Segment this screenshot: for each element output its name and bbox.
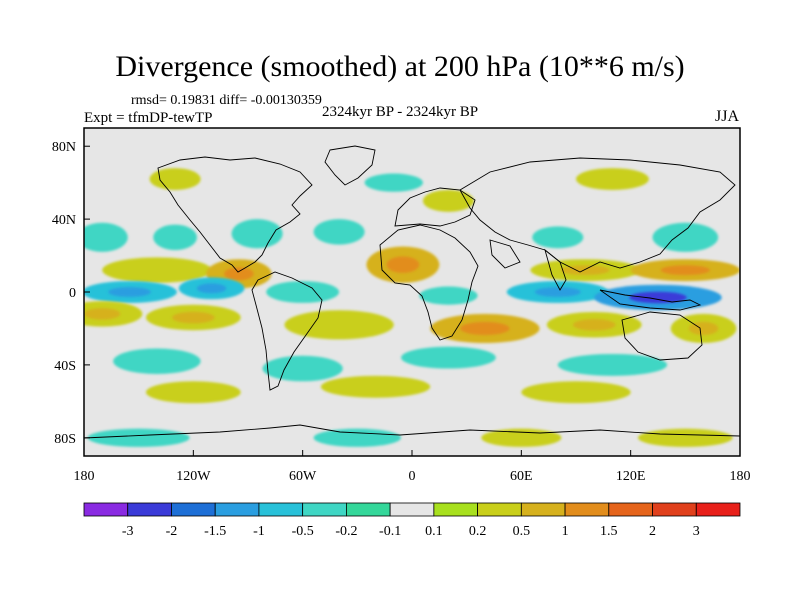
axes: 180 120W 60W 0 60E 120E 180 80N 40N 0 40S 80S: [52, 140, 751, 484]
field-blob: [320, 375, 431, 398]
field-blob-core: [534, 287, 581, 297]
colorbar-label: -0.2: [335, 524, 357, 539]
colorbar-label: 3: [693, 524, 700, 539]
chart-title: Divergence (smoothed) at 200 hPa (10**6 …: [115, 50, 685, 83]
colorbar-label: 0.5: [513, 524, 531, 539]
colorbar-swatch: [214, 502, 260, 517]
colorbar-label: 1.5: [600, 524, 618, 539]
coast-africa: [379, 224, 479, 341]
x-tick-label: 60E: [510, 469, 533, 484]
field-blob: [87, 428, 190, 447]
x-tick-label: 120E: [616, 469, 646, 484]
field-blob-core: [84, 308, 121, 320]
coast-arabia: [489, 239, 521, 269]
colorbar-swatch: [652, 502, 697, 517]
colorbar-label: 1: [562, 524, 569, 539]
colorbar-swatch: [433, 502, 479, 517]
colorbar-swatch: [127, 502, 172, 517]
y-tick-label: 40S: [54, 359, 76, 374]
field-blob: [149, 168, 201, 190]
field-blob: [521, 381, 631, 404]
x-tick-label: 0: [409, 469, 416, 484]
y-tick-label: 40N: [52, 213, 76, 228]
field-blob-core: [196, 283, 227, 294]
field-blob-core: [660, 265, 710, 276]
coast-europe: [394, 187, 476, 227]
colorbar-label: -0.5: [292, 524, 314, 539]
x-tick-label: 60W: [289, 469, 317, 484]
period-label: 2324kyr BP - 2324kyr BP: [322, 104, 479, 120]
field-blob: [284, 310, 394, 340]
field-blob: [652, 222, 719, 252]
colorbar-swatch: [345, 502, 391, 517]
field-blob-core: [572, 319, 616, 331]
field-blob: [532, 226, 584, 249]
field-blob-core: [172, 311, 215, 324]
coast-north-america: [157, 156, 313, 273]
field-blob: [231, 219, 283, 249]
field-blob-core: [108, 287, 151, 297]
field-blob: [262, 355, 343, 382]
field-blob-core: [386, 256, 420, 273]
x-tick-label: 180: [730, 469, 751, 484]
coast-antarctica: [84, 424, 740, 439]
field-blob-core: [224, 267, 254, 281]
coast-greenland: [324, 145, 376, 186]
rmsd-label: rmsd= 0.19831 diff= -0.00130359: [131, 93, 322, 108]
field-blob: [637, 428, 733, 447]
y-tick-label: 80S: [54, 432, 76, 447]
coast-indonesia: [599, 289, 702, 311]
colorbar-label: -2: [166, 524, 178, 539]
colorbar-swatch: [564, 502, 610, 517]
field-blob: [364, 173, 423, 192]
colorbar-swatch: [520, 502, 566, 517]
field-blob: [266, 281, 340, 303]
field-blob: [422, 189, 474, 212]
field-blob-core: [460, 321, 510, 336]
field-blob: [84, 222, 128, 252]
field-blob: [153, 224, 197, 251]
field-blob: [113, 348, 201, 374]
colorbar-swatch: [83, 502, 129, 517]
experiment-label: Expt = tfmDP-tewTP: [84, 110, 213, 126]
field-blob: [401, 346, 496, 369]
colorbar-label: -3: [122, 524, 134, 539]
field-blob: [419, 286, 478, 305]
field-blob-core: [560, 265, 610, 276]
colorbar-swatch: [171, 502, 216, 517]
x-tick-label: 120W: [176, 469, 211, 484]
colorbar-swatch: [389, 502, 435, 517]
colorbar-swatch: [258, 502, 304, 517]
coast-australia: [621, 311, 703, 361]
coast-india: [544, 248, 567, 291]
y-tick-label: 80N: [52, 140, 76, 155]
y-tick-label: 0: [69, 286, 76, 301]
x-tick-label: 180: [74, 469, 95, 484]
field-layer: [84, 168, 740, 447]
coastlines: [84, 145, 740, 439]
colorbar-label: 0.2: [469, 524, 487, 539]
colorbar-label: -1: [253, 524, 265, 539]
colorbar-swatch: [608, 502, 653, 517]
field-blob: [145, 381, 241, 404]
colorbar-swatch: [302, 502, 347, 517]
colorbar-label: 0.1: [425, 524, 443, 539]
colorbar-swatch: [695, 502, 741, 517]
field-blob: [557, 353, 668, 376]
colorbar-label: -1.5: [204, 524, 226, 539]
field-blob: [576, 168, 649, 190]
colorbar: -3 -2 -1.5 -1 -0.5 -0.2 -0.1 0.1 0.2 0.5 1 1.5 2 3: [83, 502, 741, 539]
field-blob: [313, 428, 402, 447]
coast-south-america: [251, 271, 323, 391]
colorbar-label: 2: [649, 524, 656, 539]
colorbar-swatch: [477, 502, 522, 517]
field-blob: [102, 257, 212, 283]
season-label: JJA: [715, 108, 740, 125]
colorbar-label: -0.1: [379, 524, 401, 539]
coast-asia: [459, 157, 736, 273]
field-blob: [313, 219, 365, 245]
field-blob-core: [629, 291, 687, 304]
